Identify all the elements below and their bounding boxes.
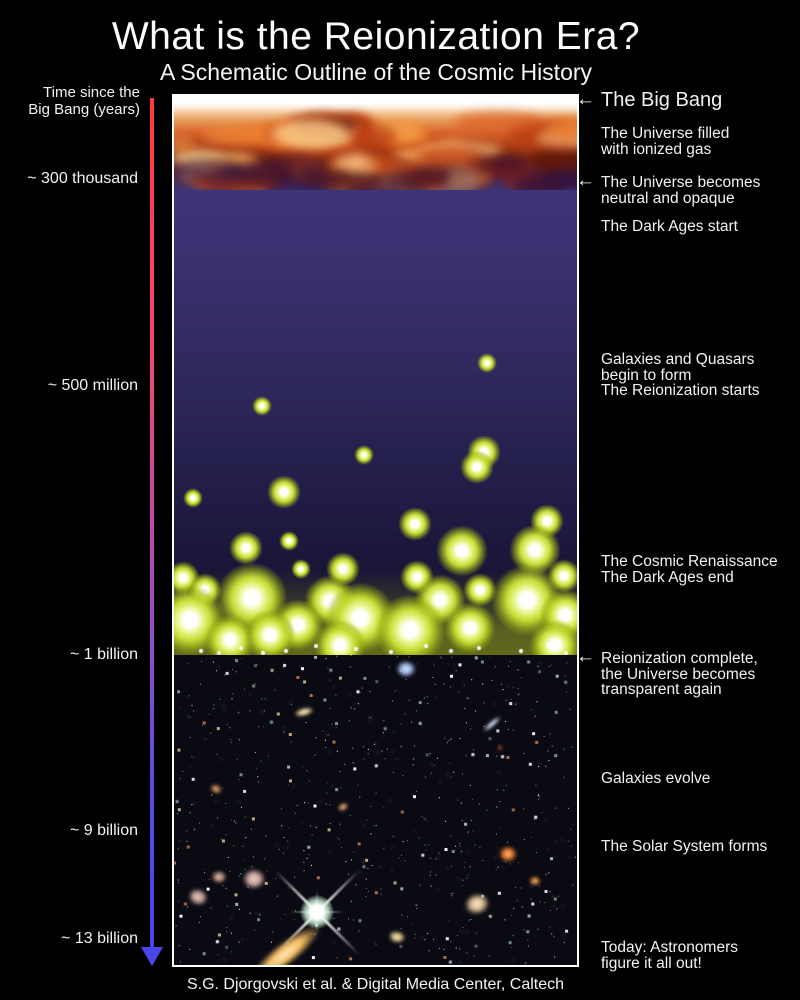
annotation-line: The Solar System forms bbox=[601, 838, 768, 855]
big-bang-plasma-zone bbox=[174, 96, 577, 190]
fire-shadow-blob bbox=[174, 158, 244, 181]
annotation-line: neutral and opaque bbox=[601, 189, 735, 207]
star-specks-layer bbox=[174, 655, 175, 656]
time-axis-label-line2: Big Bang (years) bbox=[28, 101, 140, 118]
annotation-line: The Dark Ages start bbox=[601, 218, 738, 235]
quasar-dot bbox=[460, 450, 494, 484]
annotation: The Dark Ages start bbox=[578, 219, 793, 235]
credit-caption: S.G. Djorgovski et al. & Digital Media C… bbox=[186, 976, 565, 993]
annotation-line: The Universe becomes bbox=[601, 174, 761, 191]
quasar-dot bbox=[279, 531, 299, 551]
quasar-dot bbox=[291, 559, 311, 579]
fire-shadow-blob bbox=[214, 167, 273, 178]
annotation: Galaxies evolve bbox=[578, 771, 793, 787]
quasar-dot bbox=[314, 619, 366, 655]
quasar-dot bbox=[436, 525, 488, 577]
page-title: What is the Reionization Era? bbox=[111, 15, 641, 58]
annotation-line: The Cosmic Renaissance bbox=[601, 553, 778, 570]
galaxy bbox=[496, 843, 520, 865]
annotation-line: begin to form bbox=[601, 366, 692, 384]
annotation: The Cosmic Renaissance The Dark Ages end bbox=[578, 554, 793, 585]
left-arrow-icon: ← bbox=[576, 89, 595, 110]
annotation-line: The Big Bang bbox=[601, 89, 723, 111]
annotation: ← The Universe becomes neutral and opaque bbox=[576, 170, 793, 207]
annotation-line: Today: Astronomers bbox=[601, 939, 738, 956]
timeline-tick-label: ~ 300 thousand bbox=[27, 170, 138, 187]
galaxy bbox=[209, 868, 229, 886]
annotation: ← The Big Bang bbox=[576, 89, 793, 111]
quasar-dot bbox=[229, 531, 263, 565]
quasar-dot bbox=[374, 594, 446, 655]
galaxy bbox=[384, 927, 410, 947]
galaxy bbox=[239, 865, 269, 893]
annotation-line: The Dark Ages end bbox=[601, 568, 734, 586]
timeline-arrowhead-icon bbox=[141, 947, 163, 966]
fire-cloud-blob bbox=[547, 116, 577, 139]
annotation-line: Galaxies evolve bbox=[601, 770, 711, 787]
hubble-deep-field-zone bbox=[174, 655, 577, 965]
quasar-dot bbox=[444, 602, 496, 654]
left-arrow-icon: ← bbox=[576, 170, 595, 191]
timeline-tick-label: ~ 9 billion bbox=[69, 822, 138, 839]
fire-cloud-blob bbox=[531, 144, 577, 174]
annotation-line: The Reionization starts bbox=[601, 382, 760, 399]
galaxy bbox=[182, 882, 214, 912]
fire-shadow-blob bbox=[440, 177, 491, 190]
quasar-dot bbox=[477, 353, 497, 373]
quasar-dot bbox=[252, 396, 272, 416]
annotation: ← Reionization complete, the Universe beco… bbox=[576, 646, 793, 698]
fire-cloud-blob bbox=[455, 112, 543, 132]
fire-shadow-blob bbox=[475, 156, 528, 169]
timeline-tick-label: ~ 500 million bbox=[47, 377, 138, 394]
annotation-line: Galaxies and Quasars bbox=[601, 351, 755, 368]
timeline-arrow-shaft bbox=[150, 98, 154, 948]
fire-shadow-blob bbox=[552, 170, 577, 184]
annotation: Today: Astronomers figure it all out! bbox=[578, 940, 793, 971]
annotation-line: Reionization complete, bbox=[601, 650, 758, 667]
annotation-line: with ionized gas bbox=[601, 140, 712, 158]
annotation: The Solar System forms bbox=[578, 839, 793, 855]
time-axis-label: Time since the Big Bang (years) bbox=[0, 84, 140, 118]
fire-cloud-blob bbox=[270, 119, 349, 148]
fire-cloud-blob bbox=[348, 124, 397, 150]
sparkle-dots-layer bbox=[174, 190, 176, 192]
galaxy bbox=[206, 780, 226, 798]
galaxy bbox=[527, 874, 543, 888]
cosmic-history-panel bbox=[172, 94, 579, 967]
annotation-line: The Universe filled bbox=[601, 125, 730, 142]
quasar-dot bbox=[398, 507, 432, 541]
fire-cloud-blob bbox=[333, 153, 368, 173]
galaxy bbox=[497, 745, 503, 751]
quasar-dot bbox=[529, 619, 577, 655]
annotation-line: transparent again bbox=[601, 681, 722, 698]
timeline-tick-label: ~ 13 billion bbox=[61, 930, 138, 947]
annotation-line: the Universe becomes bbox=[601, 665, 756, 683]
dark-ages-reionization-zone bbox=[174, 190, 577, 655]
fire-cloud-blob bbox=[174, 135, 194, 154]
quasar-dot bbox=[183, 488, 203, 508]
galaxy bbox=[478, 711, 506, 737]
fire-shadow-blob bbox=[412, 164, 497, 180]
timeline-tick-label: ~ 1 billion bbox=[69, 646, 138, 663]
time-axis-label-line1: Time since the bbox=[43, 84, 140, 101]
quasar-dot bbox=[267, 475, 301, 509]
annotation: Galaxies and Quasars begin to form The Rei… bbox=[578, 352, 793, 399]
galaxy bbox=[334, 798, 352, 816]
galaxy bbox=[290, 703, 318, 721]
galaxy bbox=[231, 907, 339, 965]
annotation-line: figure it all out! bbox=[601, 954, 702, 972]
galaxy bbox=[457, 886, 497, 922]
quasar-dot bbox=[354, 445, 374, 465]
fire-shadow-blob bbox=[261, 154, 326, 178]
fire-shadow-blob bbox=[344, 178, 430, 190]
galaxy bbox=[393, 658, 419, 680]
page-subtitle: A Schematic Outline of the Cosmic Histor… bbox=[159, 59, 593, 85]
quasar-dot bbox=[244, 609, 296, 655]
annotation: The Universe filled with ionized gas bbox=[578, 126, 793, 157]
left-arrow-icon: ← bbox=[576, 646, 595, 667]
